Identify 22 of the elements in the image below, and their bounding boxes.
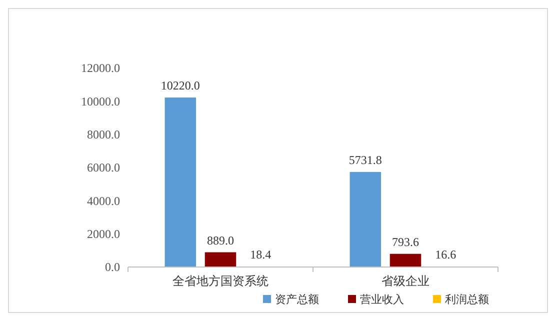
x-tick-label: 省级企业 [382, 274, 430, 288]
y-tick-label: 10000.0 [81, 94, 120, 108]
x-tick-label: 全省地方国资系统 [172, 274, 268, 288]
y-tick-label: 8000.0 [87, 128, 120, 142]
y-tick-label: 2000.0 [87, 227, 120, 242]
legend-label: 利润总额 [445, 293, 489, 306]
bar [164, 98, 196, 267]
data-label: 10220.0 [160, 78, 200, 93]
data-label: 793.6 [392, 234, 419, 249]
y-tick-label: 12000.0 [81, 61, 120, 76]
y-tick-label: 4000.0 [87, 194, 120, 208]
y-tick-label: 6000.0 [87, 160, 120, 175]
legend-label: 营业收入 [360, 293, 404, 306]
data-label: 18.4 [250, 248, 272, 262]
y-tick-label: 0.0 [105, 260, 120, 274]
bar [204, 252, 236, 267]
bar [390, 254, 422, 267]
data-label: 5731.8 [348, 152, 382, 167]
bar [350, 172, 382, 267]
data-label: 16.6 [435, 248, 456, 262]
data-label: 889.0 [207, 233, 234, 248]
legend-label: 资产总额 [275, 293, 319, 306]
